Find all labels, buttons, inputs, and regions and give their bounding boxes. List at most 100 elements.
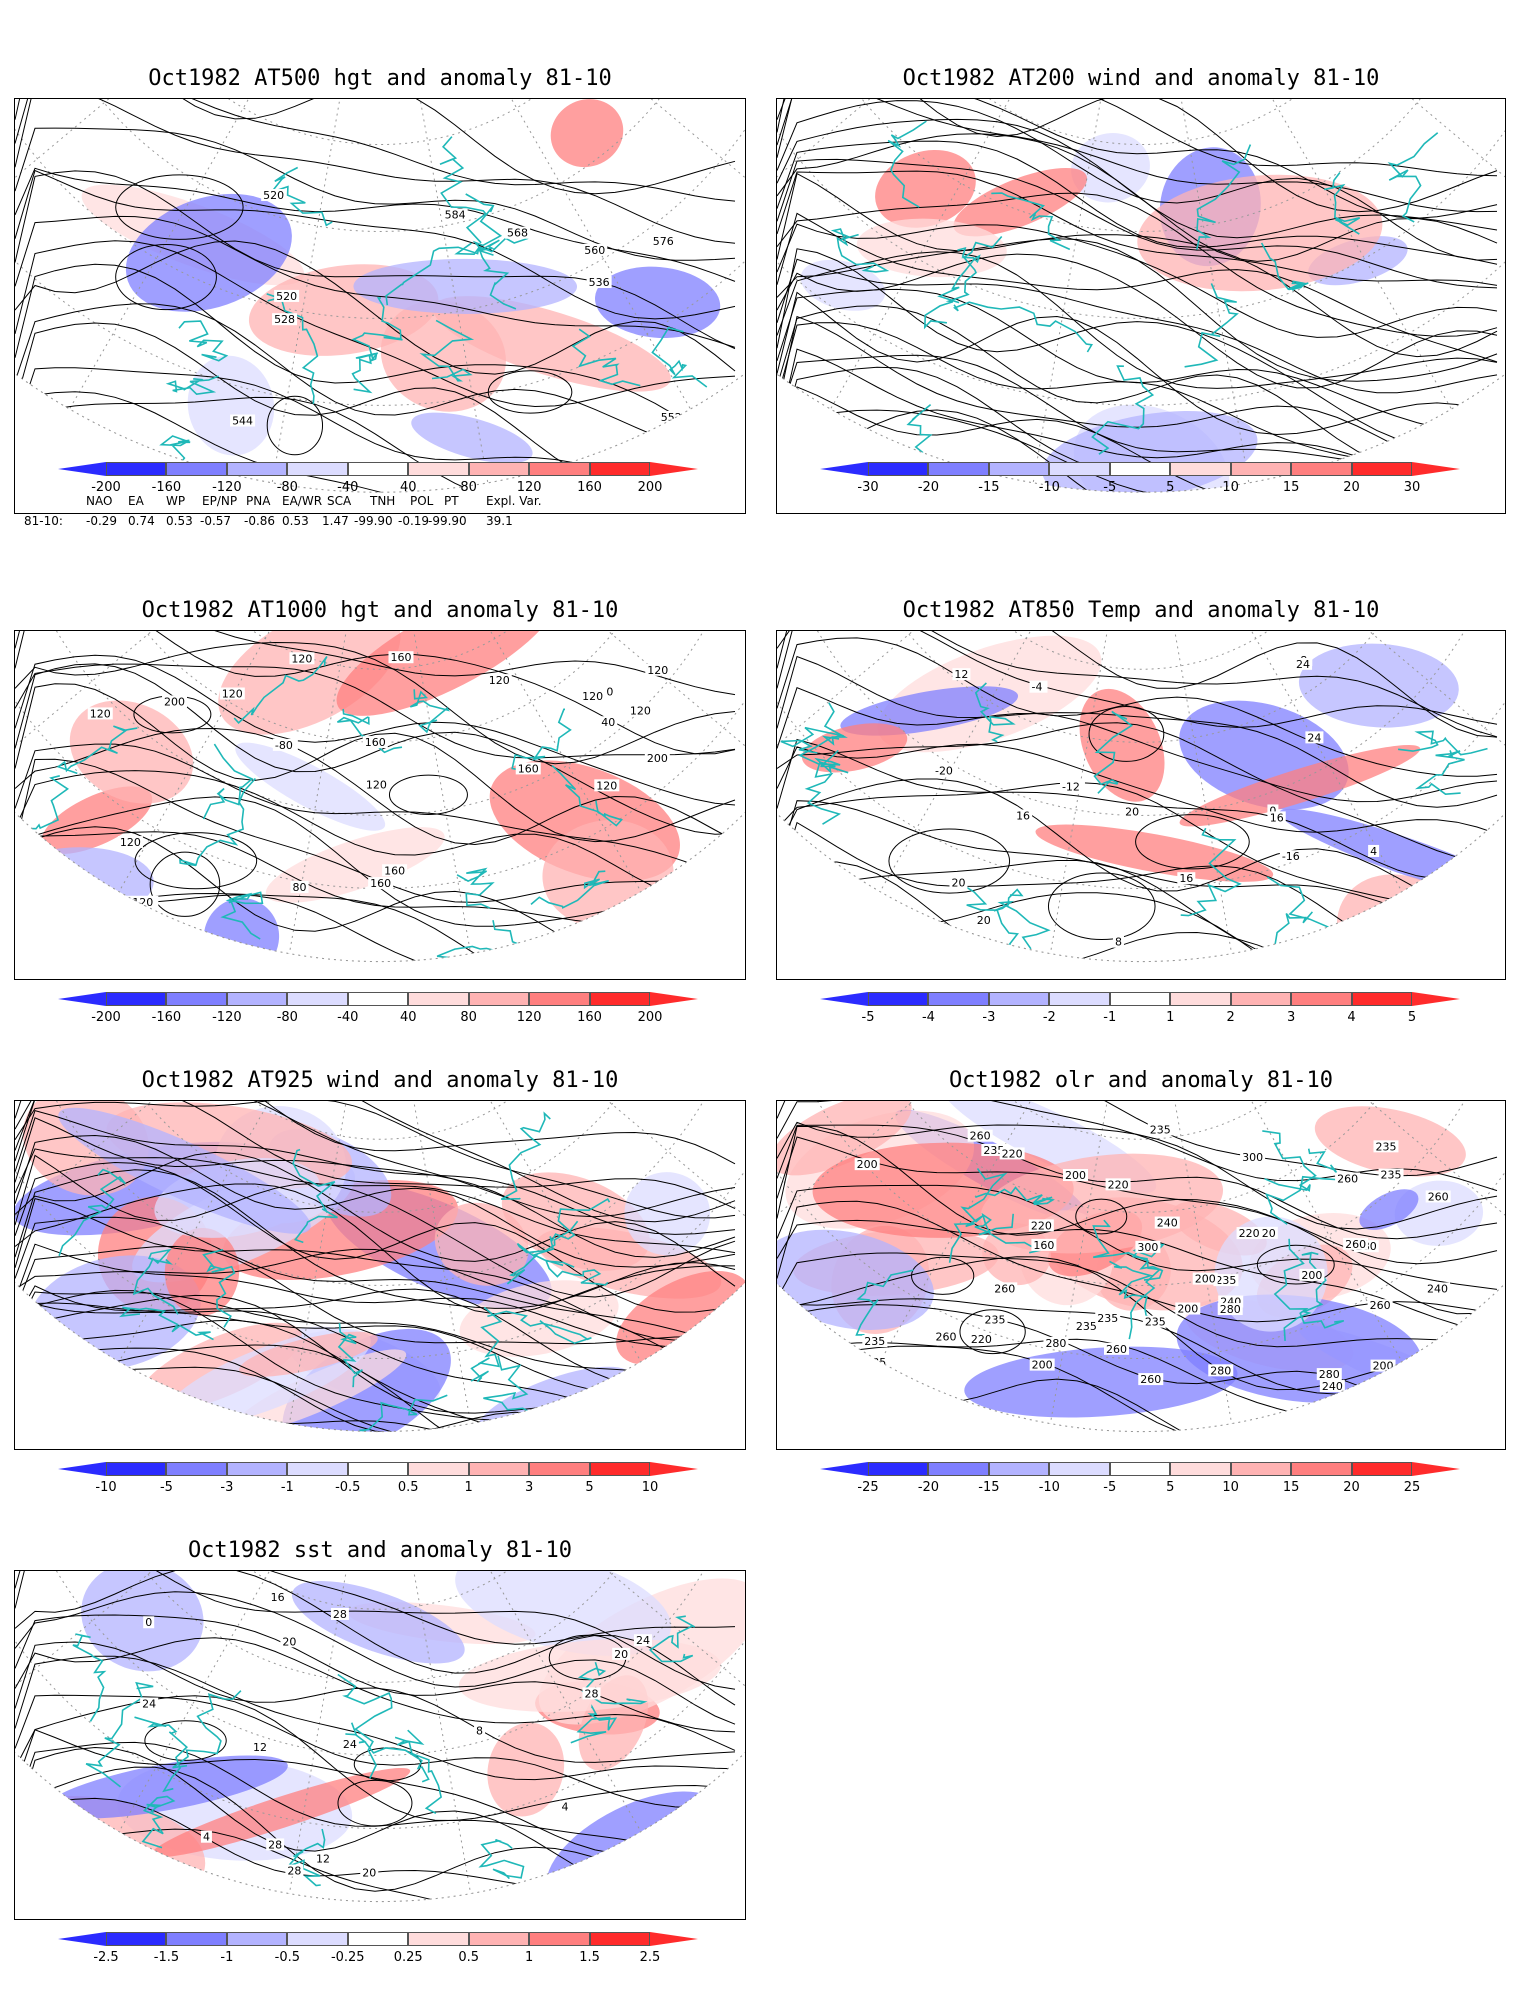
contour-label-bg (162, 695, 188, 708)
streamline (777, 251, 1498, 389)
meridian-line (66, 631, 381, 962)
streamline (15, 1101, 736, 1218)
colorbar-tick-label: 80 (460, 480, 477, 495)
coastline (436, 920, 533, 962)
contour-value-label: 260 (1428, 1190, 1449, 1203)
contour-value-label: 280 (1210, 1364, 1231, 1377)
contour-label-bg (933, 1330, 959, 1343)
colorbar-segment (928, 992, 989, 1006)
contour-value-label: 20 (614, 1648, 628, 1661)
streamline (777, 409, 1498, 493)
coastline (869, 935, 928, 962)
closed-contour (266, 395, 324, 456)
contour-value-label: 235 (1145, 1316, 1166, 1329)
contour-line (777, 738, 1498, 881)
colorbar-tick-label: -0.5 (274, 1950, 301, 1965)
contour-value-label: 200 (1373, 1360, 1394, 1373)
anomaly-shading (1176, 1294, 1422, 1404)
closed-contour (1088, 706, 1165, 762)
contour-line (15, 892, 736, 962)
anomaly-shading (840, 686, 1019, 736)
contour-label-bg (1316, 1368, 1342, 1381)
meridian-line (777, 631, 1142, 843)
contour-value-label: 120 (366, 778, 387, 791)
contour-value-label: 220 (1239, 1227, 1260, 1240)
tele-header: WP (166, 494, 186, 508)
contour-label-bg (594, 779, 620, 792)
anomaly-shading (265, 827, 445, 903)
colorbar-tick-label: -1 (1103, 1010, 1117, 1025)
contour-label-bg (1177, 872, 1196, 885)
colorbar-arrow-left (820, 1462, 868, 1476)
colorbar-arrow-right (650, 462, 698, 476)
contour-label-bg (1043, 1336, 1069, 1349)
colorbar: -5 -4 -3 -2 -1 1 2 3 4 5 (820, 992, 1460, 1025)
meridian-line (15, 99, 381, 127)
contour-label-bg (952, 668, 971, 681)
closed-contour (888, 828, 1011, 894)
meridian-line (1140, 99, 1505, 493)
coastline (172, 1690, 242, 1769)
contour-value-label: 120 (222, 688, 243, 701)
contour-line (15, 826, 736, 962)
contour-value-label: 80 (293, 881, 307, 894)
contour-value-label: 584 (445, 209, 466, 222)
colorbar-tick-label: -200 (91, 480, 121, 495)
panel-title: Oct1982 olr and anomaly 81-10 (948, 1068, 1334, 1093)
coastline (923, 246, 977, 330)
contour-label-bg (1213, 1274, 1239, 1287)
meridian-line (1011, 99, 1142, 493)
coastline (172, 934, 222, 962)
colorbar-arrow-left (58, 1462, 106, 1476)
coastline (1091, 365, 1155, 455)
colorbar-tick-label: -40 (337, 1010, 359, 1025)
contour-value-label: 260 (1370, 1299, 1391, 1312)
contour-line (777, 778, 1498, 923)
colorbar-tick-label: 10 (1222, 1480, 1239, 1495)
contour-line (15, 99, 736, 202)
contour-line (777, 781, 1498, 908)
contour-value-label: 0 (1269, 804, 1276, 817)
contour-label-bg (852, 1373, 878, 1386)
colorbar-segment (287, 462, 348, 476)
contour-line (15, 663, 736, 835)
contour-value-label: 160 (391, 651, 412, 664)
meridian-line (1140, 631, 1505, 843)
colorbar-tick-label: 5 (1166, 1480, 1175, 1495)
coastline (1324, 172, 1361, 235)
colorbar-segment (589, 992, 650, 1006)
streamline (15, 1148, 736, 1254)
tele-value: -99.90 (354, 514, 393, 528)
meridian-line (1140, 99, 1505, 351)
contour-value-label: 235 (1076, 1320, 1097, 1333)
colorbar-segment (408, 1462, 469, 1476)
colorbar-tick-label: -120 (212, 1010, 242, 1025)
panel-at925: Oct1982 AT925 wind and anomaly 81-10 (14, 1064, 746, 1450)
contour-value-label: -80 (275, 739, 293, 752)
colorbar-tick-label: 30 (1403, 480, 1421, 495)
contour-label-bg (949, 876, 968, 889)
anomaly-shading (1035, 824, 1274, 882)
contour-label-bg (599, 716, 618, 729)
colorbar-segment (468, 1932, 530, 1946)
coastline (233, 656, 328, 724)
colorbar-segment (226, 992, 288, 1006)
contour-label-bg (515, 762, 541, 775)
panel-title: Oct1982 AT200 wind and anomaly 81-10 (902, 66, 1380, 91)
contour-value-label: 12 (253, 1741, 267, 1754)
coastline (1260, 242, 1309, 291)
anomaly-shading (459, 1280, 619, 1357)
contour-label-bg (1175, 1302, 1201, 1315)
colorbar: -200 -160 -120 -80 -40 40 80 120 160 200 (58, 992, 698, 1025)
coastline (178, 320, 229, 362)
colorbar-segment (226, 1462, 288, 1476)
contour-line (15, 1655, 736, 1781)
closed-contour (115, 243, 217, 311)
contour-value-label: 8 (1115, 936, 1122, 949)
contour-value-label: 12 (954, 668, 968, 681)
anomaly-shading (353, 258, 578, 314)
closed-contour (959, 1309, 1026, 1355)
contour-line (777, 655, 1498, 808)
colorbar-segment (166, 992, 227, 1006)
meridian-line (1140, 99, 1271, 493)
